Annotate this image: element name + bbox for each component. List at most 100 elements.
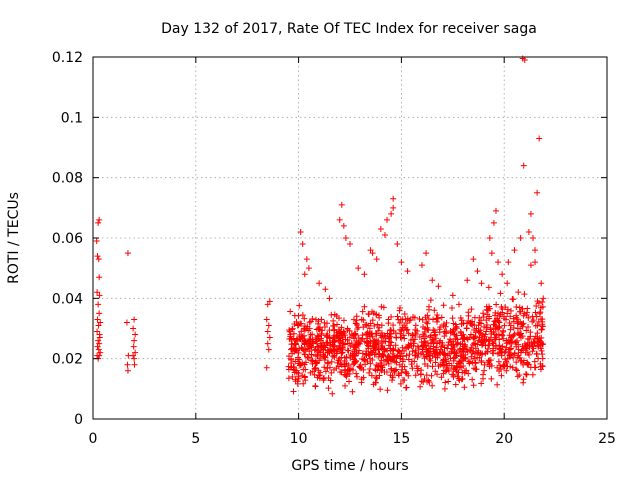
- data-point: [299, 372, 306, 379]
- x-tick-label: 10: [290, 431, 308, 447]
- data-point: [470, 256, 477, 263]
- data-point: [375, 353, 382, 360]
- data-point: [496, 324, 503, 331]
- data-point: [429, 277, 436, 284]
- data-point: [449, 292, 456, 299]
- data-point: [442, 352, 449, 359]
- data-point: [501, 322, 508, 329]
- data-point: [489, 340, 496, 347]
- data-point: [351, 346, 358, 353]
- data-point: [453, 368, 460, 375]
- data-point: [329, 341, 336, 348]
- data-point: [498, 352, 505, 359]
- data-point: [539, 341, 546, 348]
- data-point: [394, 241, 401, 248]
- data-point: [358, 379, 365, 386]
- data-point: [336, 342, 343, 349]
- data-point: [483, 324, 490, 331]
- data-point: [503, 367, 510, 374]
- y-tick-label: 0.1: [61, 110, 83, 126]
- data-point: [486, 235, 493, 241]
- data-point: [479, 342, 486, 349]
- data-point: [352, 359, 359, 366]
- data-point: [372, 374, 379, 381]
- data-point: [295, 375, 302, 382]
- data-point: [399, 358, 406, 365]
- data-point: [325, 348, 332, 355]
- data-point: [415, 365, 422, 372]
- data-point: [483, 317, 490, 324]
- data-point: [514, 337, 521, 344]
- data-point: [385, 316, 392, 323]
- data-point: [304, 339, 311, 346]
- data-point: [367, 320, 374, 327]
- data-point: [434, 311, 441, 318]
- data-point: [403, 370, 410, 377]
- data-point: [380, 304, 387, 311]
- data-point: [427, 297, 434, 304]
- data-point: [304, 354, 311, 361]
- data-point: [414, 354, 421, 361]
- data-point: [532, 259, 539, 266]
- data-point: [344, 326, 351, 333]
- data-point: [325, 347, 332, 354]
- data-point: [336, 328, 343, 335]
- data-point: [505, 259, 512, 266]
- data-point: [397, 355, 404, 362]
- data-point: [326, 295, 333, 302]
- data-point: [459, 375, 466, 382]
- data-points: [93, 55, 547, 397]
- data-point: [513, 359, 520, 366]
- data-point: [469, 341, 476, 348]
- data-point: [95, 256, 102, 263]
- data-point: [392, 342, 399, 349]
- data-point: [300, 347, 307, 354]
- data-point: [476, 334, 483, 341]
- data-point: [529, 371, 536, 378]
- data-point: [519, 323, 526, 330]
- data-point: [433, 349, 440, 356]
- data-point: [537, 345, 544, 352]
- data-point: [513, 366, 520, 373]
- data-point: [472, 333, 479, 340]
- data-point: [346, 378, 353, 385]
- data-point: [346, 340, 353, 347]
- data-point: [422, 342, 429, 349]
- data-point: [514, 354, 521, 361]
- data-point: [404, 268, 411, 275]
- data-point: [286, 335, 293, 342]
- data-point: [525, 361, 532, 368]
- data-point: [539, 299, 546, 306]
- data-point: [507, 345, 514, 352]
- data-point: [525, 228, 532, 235]
- data-point: [376, 324, 383, 331]
- data-point: [341, 341, 348, 348]
- data-point: [349, 388, 356, 395]
- data-point: [124, 250, 131, 257]
- data-point: [342, 235, 349, 241]
- data-point: [511, 350, 518, 357]
- data-point: [520, 320, 527, 327]
- data-point: [96, 340, 103, 347]
- data-point: [408, 358, 415, 365]
- data-point: [361, 303, 368, 310]
- data-point: [460, 354, 467, 361]
- data-point: [473, 366, 480, 373]
- data-point: [373, 311, 380, 318]
- data-point: [410, 314, 417, 321]
- data-point: [330, 317, 337, 324]
- data-point: [336, 216, 343, 223]
- data-point: [441, 361, 448, 368]
- data-point: [290, 366, 297, 373]
- y-axis-ticks: 0 0.02 0.04 0.06 0.08 0.1 0.12: [52, 50, 607, 428]
- data-point: [296, 302, 303, 309]
- data-point: [319, 327, 326, 334]
- data-point: [483, 328, 490, 335]
- data-point: [534, 189, 541, 196]
- data-point: [532, 247, 539, 254]
- data-point: [338, 350, 345, 357]
- data-point: [432, 354, 439, 361]
- data-point: [465, 370, 472, 377]
- data-point: [399, 324, 406, 331]
